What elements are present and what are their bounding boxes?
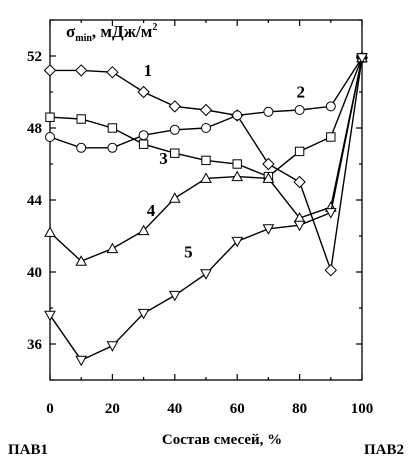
- marker-triangle-up: [262, 172, 275, 183]
- marker-triangle-down: [106, 341, 119, 352]
- marker-diamond: [106, 65, 119, 79]
- marker-triangle-up: [200, 172, 212, 183]
- marker-triangle-down: [137, 308, 150, 320]
- marker-square: [107, 123, 118, 133]
- marker-circle: [201, 123, 211, 133]
- marker-triangle-up: [44, 226, 56, 237]
- marker-square: [76, 114, 86, 124]
- marker-diamond: [262, 157, 275, 171]
- marker-triangle-down: [200, 269, 212, 280]
- right-end-label: ПАВ2: [364, 442, 404, 458]
- marker-circle: [138, 130, 149, 141]
- marker-triangle-up: [137, 224, 150, 236]
- marker-triangle-down: [75, 355, 88, 367]
- y-tick-label: 48: [27, 121, 42, 137]
- marker-triangle-up: [106, 242, 119, 254]
- marker-diamond: [43, 64, 57, 77]
- series-label-2: 2: [296, 82, 305, 101]
- x-tick-label: 40: [167, 401, 182, 417]
- series-label-5: 5: [184, 243, 193, 262]
- y-tick-label: 44: [27, 193, 43, 209]
- y-tick-label: 40: [27, 265, 42, 281]
- x-tick-label: 100: [351, 401, 374, 417]
- marker-square: [294, 146, 305, 157]
- series-3: [45, 53, 367, 182]
- marker-circle: [76, 142, 87, 153]
- marker-diamond: [168, 100, 182, 113]
- marker-triangle-down: [231, 236, 244, 248]
- marker-triangle-up: [168, 192, 181, 203]
- marker-circle: [263, 106, 274, 117]
- marker-diamond: [293, 175, 306, 189]
- marker-triangle-down: [262, 224, 275, 235]
- marker-circle: [107, 142, 118, 153]
- marker-square: [326, 132, 336, 142]
- series-layer: [43, 51, 369, 367]
- marker-circle: [232, 110, 243, 121]
- y-tick-label: 36: [27, 337, 43, 353]
- left-end-label: ПАВ1: [8, 442, 48, 458]
- marker-triangle-up: [75, 255, 88, 266]
- marker-diamond: [324, 263, 338, 277]
- plot-frame: [49, 19, 363, 381]
- marker-diamond: [137, 85, 150, 99]
- marker-circle: [45, 132, 55, 142]
- marker-diamond: [74, 64, 88, 77]
- x-tick-label: 20: [105, 401, 120, 417]
- marker-diamond: [199, 103, 213, 117]
- series-label-3: 3: [159, 149, 168, 168]
- series-line: [49, 57, 363, 362]
- labels-layer: 1 2 3 4 5: [144, 61, 305, 262]
- series-2: [45, 52, 367, 153]
- marker-triangle-down: [293, 220, 306, 232]
- marker-square: [138, 139, 149, 149]
- marker-square: [170, 148, 180, 158]
- y-axis-title: σmin, мДж/м2: [66, 22, 157, 44]
- marker-circle: [325, 101, 336, 112]
- marker-square: [201, 155, 211, 166]
- marker-triangle-down: [324, 208, 337, 219]
- x-axis-title: Состав смесей, %: [162, 432, 282, 448]
- marker-square: [45, 112, 55, 122]
- marker-triangle-down: [168, 290, 181, 302]
- marker-circle: [169, 124, 180, 135]
- series-5: [44, 53, 368, 367]
- x-tick-label: 0: [46, 401, 54, 417]
- marker-triangle-down: [44, 310, 56, 322]
- marker-circle: [294, 105, 305, 115]
- marker-triangle-down: [356, 53, 368, 64]
- series-1: [43, 51, 369, 277]
- series-label-1: 1: [144, 61, 153, 80]
- marker-triangle-up: [231, 170, 244, 182]
- y-tick-label: 52: [27, 49, 42, 65]
- x-tick-label: 60: [230, 401, 245, 417]
- series-label-4: 4: [147, 201, 156, 220]
- marker-square: [232, 159, 242, 169]
- x-tick-label: 80: [292, 401, 307, 417]
